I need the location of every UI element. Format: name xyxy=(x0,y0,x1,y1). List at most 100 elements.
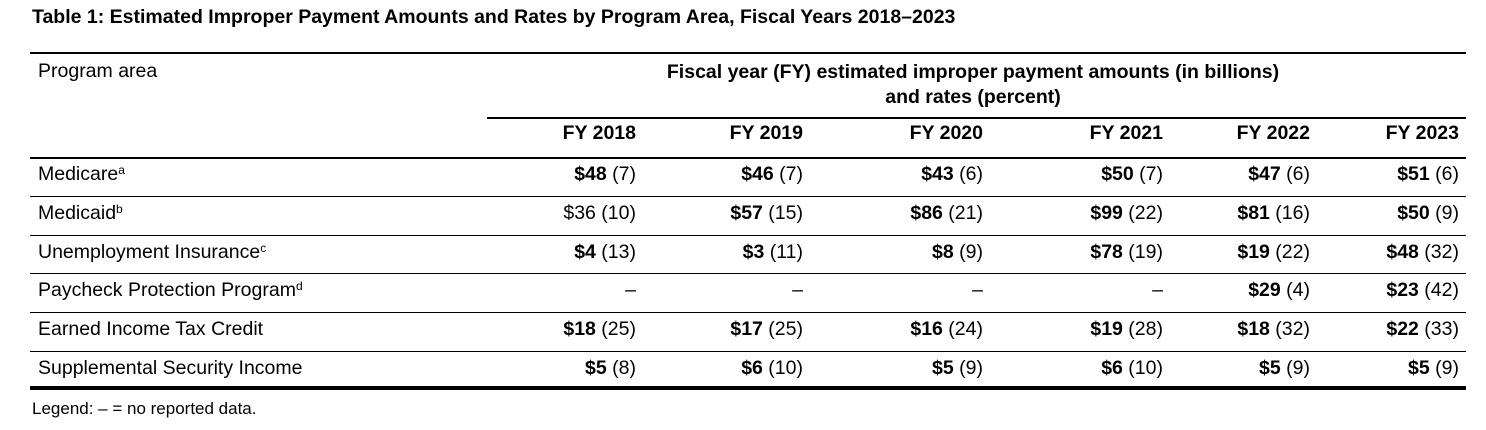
rate-value: (25) xyxy=(762,318,803,341)
amount-value: $3 xyxy=(742,240,765,263)
table-cell: $5 (8) xyxy=(585,357,636,380)
table-cell: $50 (7) xyxy=(1101,163,1163,186)
amount-value: $17 xyxy=(730,318,763,341)
rate-value: (32) xyxy=(1269,318,1310,341)
row-label: Paycheck Protection Programd xyxy=(38,279,303,302)
table-cell: $23 (42) xyxy=(1386,279,1459,302)
amount-value: – xyxy=(625,279,636,302)
row-separator xyxy=(30,195,1466,197)
table-cell: $46 (7) xyxy=(741,163,803,186)
bottom-rule xyxy=(30,386,1466,390)
rate-value: (9) xyxy=(1429,201,1459,224)
row-label: Medicarea xyxy=(38,163,125,186)
table-cell: $78 (19) xyxy=(1090,241,1163,264)
amount-value: $19 xyxy=(1237,240,1270,263)
amount-value: $23 xyxy=(1386,279,1419,302)
table-cell: $50 (9) xyxy=(1397,202,1459,225)
footnote-marker: d xyxy=(295,279,303,294)
amount-value: $16 xyxy=(910,318,943,341)
table-cell: $51 (6) xyxy=(1397,163,1459,186)
rate-value: (7) xyxy=(606,163,636,185)
amount-value: $8 xyxy=(932,240,954,263)
rate-value: (9) xyxy=(1429,357,1459,379)
amount-value: $57 xyxy=(730,201,763,224)
fiscal-year-group-header: Fiscal year (FY) estimated improper paym… xyxy=(487,60,1459,110)
amount-value: $5 xyxy=(1408,357,1430,379)
rate-value: (28) xyxy=(1122,318,1163,341)
rate-value: (10) xyxy=(595,201,636,224)
amount-value: $50 xyxy=(1397,201,1430,224)
column-header-fy-2019: FY 2019 xyxy=(729,122,803,144)
rate-value: (9) xyxy=(953,240,983,263)
rate-value: (8) xyxy=(606,357,636,379)
row-separator xyxy=(30,234,1466,236)
amount-value: $29 xyxy=(1248,279,1281,302)
column-header-fy-2022: FY 2022 xyxy=(1236,122,1310,144)
table-title: Table 1: Estimated Improper Payment Amou… xyxy=(32,6,956,28)
program-name: Unemployment Insurance xyxy=(38,240,261,263)
rate-value: (21) xyxy=(942,201,983,224)
rate-value: (13) xyxy=(595,240,636,263)
program-area-header: Program area xyxy=(38,60,158,82)
row-separator xyxy=(30,312,1466,314)
rate-value: (10) xyxy=(762,357,803,379)
rate-value: (24) xyxy=(942,318,983,341)
footnote-marker: b xyxy=(116,201,123,216)
amount-value: $50 xyxy=(1101,163,1134,185)
amount-value: – xyxy=(972,279,983,302)
rate-value: (15) xyxy=(762,201,803,224)
amount-value: – xyxy=(792,279,803,302)
column-header-fy-2020: FY 2020 xyxy=(909,122,983,144)
table-cell: $57 (15) xyxy=(730,202,803,225)
rate-value: (25) xyxy=(595,318,636,341)
table-cell: $22 (33) xyxy=(1386,318,1459,341)
program-name: Medicaid xyxy=(38,201,117,224)
row-separator xyxy=(30,273,1466,275)
group-header-rule xyxy=(487,117,1466,119)
table-cell: $6 (10) xyxy=(1101,357,1163,380)
row-label: Unemployment Insurancec xyxy=(38,241,266,264)
table-cell: $36 (10) xyxy=(563,202,636,225)
top-rule xyxy=(30,52,1466,54)
table-cell: $8 (9) xyxy=(932,241,983,264)
table-cell: – xyxy=(792,279,803,302)
table-cell: $86 (21) xyxy=(910,202,983,225)
table-cell: $5 (9) xyxy=(932,357,983,380)
table-cell: $17 (25) xyxy=(730,318,803,341)
amount-value: $5 xyxy=(1259,357,1281,379)
amount-value: $47 xyxy=(1248,163,1281,185)
table-cell: $18 (32) xyxy=(1237,318,1310,341)
program-name: Paycheck Protection Program xyxy=(38,279,296,302)
group-header-line1: Fiscal year (FY) estimated improper paym… xyxy=(666,61,1280,83)
table-cell: $3 (11) xyxy=(743,241,803,264)
amount-value: $99 xyxy=(1090,201,1123,224)
row-label: Medicaidb xyxy=(38,202,123,225)
amount-value: $86 xyxy=(910,201,943,224)
row-label: Supplemental Security Income xyxy=(38,357,302,380)
rate-value: (6) xyxy=(953,163,983,185)
rate-value: (9) xyxy=(1280,357,1310,379)
table-legend: Legend: – = no reported data. xyxy=(32,399,257,418)
footnote-marker: c xyxy=(260,240,267,255)
amount-value: $48 xyxy=(1386,240,1419,263)
amount-value: $48 xyxy=(574,163,607,185)
rate-value: (22) xyxy=(1122,201,1163,224)
rate-value: (19) xyxy=(1122,240,1163,263)
table-cell: $18 (25) xyxy=(563,318,636,341)
amount-value: $43 xyxy=(921,163,954,185)
amount-value: $36 xyxy=(563,201,596,224)
amount-value: $46 xyxy=(741,163,774,185)
amount-value: $78 xyxy=(1090,240,1123,263)
program-name: Medicare xyxy=(38,163,119,185)
table-cell: $16 (24) xyxy=(910,318,983,341)
amount-value: $5 xyxy=(585,357,607,379)
amount-value: $18 xyxy=(563,318,596,341)
rate-value: (6) xyxy=(1429,163,1459,185)
table-cell: $81 (16) xyxy=(1237,202,1310,225)
table-cell: – xyxy=(972,279,983,302)
table-cell: – xyxy=(625,279,636,302)
table-cell: $48 (7) xyxy=(574,163,636,186)
rate-value: (32) xyxy=(1418,240,1459,263)
group-header-line2: and rates (percent) xyxy=(885,86,1061,108)
rate-value: (42) xyxy=(1418,279,1459,302)
